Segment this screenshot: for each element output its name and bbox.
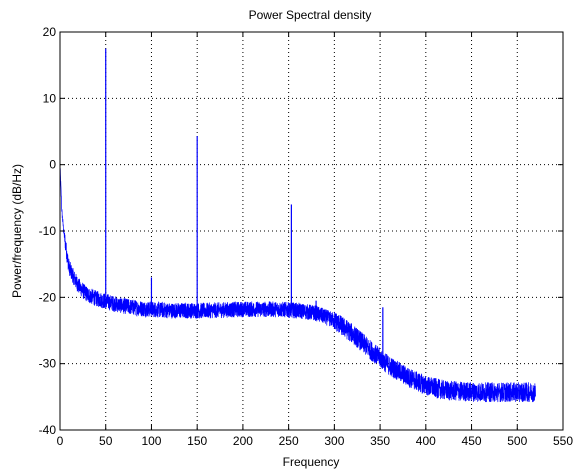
y-tick-label: -40	[39, 423, 57, 437]
tick-layer: 0 50 100 150 200 250 300 350 400 450 500 550-40-30-…	[39, 25, 574, 448]
x-tick-label: 550	[553, 434, 573, 448]
plot-area	[60, 32, 563, 430]
chart-title: Power Spectral density	[249, 8, 372, 22]
y-axis-title: Power/frequency (dB/Hz)	[10, 164, 24, 298]
x-tick-label: 50	[99, 434, 113, 448]
data-layer	[59, 48, 536, 403]
x-tick-label: 350	[370, 434, 390, 448]
y-tick-label: 20	[43, 25, 57, 39]
x-tick-label: 450	[462, 434, 482, 448]
x-tick-label: 250	[279, 434, 299, 448]
x-tick-label: 300	[324, 434, 344, 448]
x-tick-label: 500	[507, 434, 527, 448]
x-tick-label: 150	[187, 434, 207, 448]
y-tick-label: 10	[43, 91, 57, 105]
x-tick-label: 100	[141, 434, 161, 448]
y-tick-label: -10	[39, 224, 57, 238]
x-tick-label: 0	[57, 434, 64, 448]
x-axis-title: Frequency	[283, 455, 340, 469]
y-tick-label: 0	[49, 158, 56, 172]
psd-series-line	[59, 163, 536, 403]
x-tick-label: 200	[233, 434, 253, 448]
x-tick-label: 400	[416, 434, 436, 448]
y-tick-label: -20	[39, 290, 57, 304]
y-tick-label: -30	[39, 357, 57, 371]
